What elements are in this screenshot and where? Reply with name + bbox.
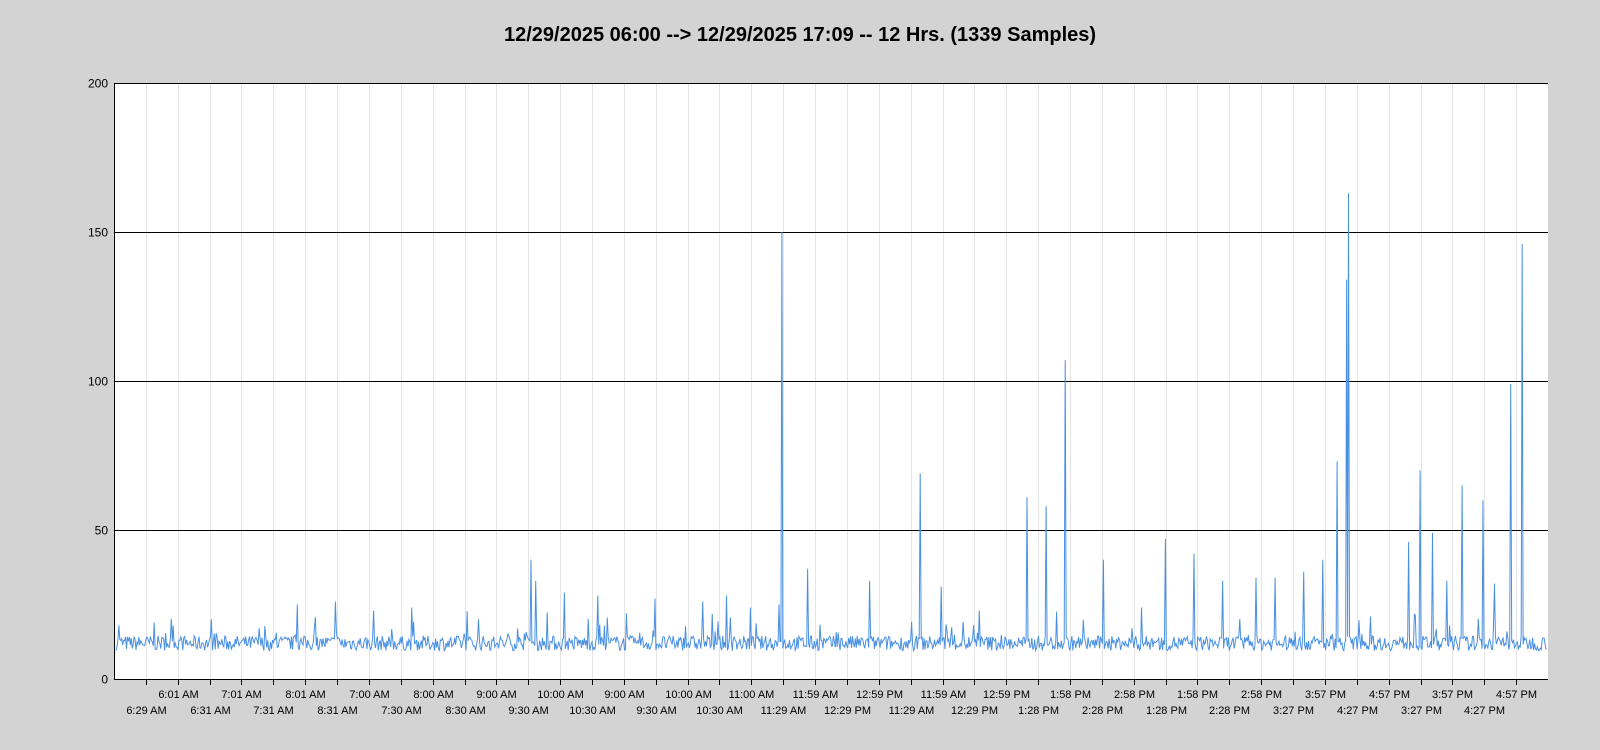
x-tick-label: 1:58 PM [1050, 689, 1091, 701]
y-tick-label: 100 [88, 375, 108, 389]
x-tick-label: 9:00 AM [604, 689, 644, 701]
x-tick-label: 11:29 AM [889, 705, 935, 717]
y-gridlines [114, 83, 1548, 531]
x-tick-label: 8:00 AM [413, 689, 453, 701]
x-tick-label: 4:27 PM [1337, 705, 1378, 717]
x-tick-label: 2:28 PM [1082, 705, 1123, 717]
x-tick-label: 9:30 AM [508, 705, 548, 717]
y-tick-label: 0 [101, 673, 108, 687]
x-tick-label: 11:00 AM [729, 689, 775, 701]
x-tick-label: 4:27 PM [1464, 705, 1505, 717]
x-tick-label: 8:30 AM [445, 705, 485, 717]
x-tick-label: 4:57 PM [1369, 689, 1410, 701]
x-tick-label: 2:28 PM [1209, 705, 1250, 717]
y-tick-label: 50 [95, 524, 109, 538]
x-tick-label: 2:58 PM [1241, 689, 1282, 701]
x-tick-label: 3:27 PM [1401, 705, 1442, 717]
x-tick-label: 6:31 AM [190, 705, 230, 717]
x-tick-label: 7:30 AM [381, 705, 421, 717]
x-tick-label: 3:27 PM [1273, 705, 1314, 717]
y-tick-labels: 0 50 100 150 200 [88, 77, 108, 687]
x-tick-label: 12:29 PM [824, 705, 871, 717]
x-tick-label: 1:28 PM [1018, 705, 1059, 717]
x-tick-label: 11:29 AM [761, 705, 807, 717]
x-tick-label: 10:30 AM [696, 705, 742, 717]
x-tick-label: 10:00 AM [537, 689, 583, 701]
x-tick-label: 10:30 AM [569, 705, 615, 717]
x-tick-label: 7:31 AM [253, 705, 293, 717]
x-tick-label: 4:57 PM [1496, 689, 1537, 701]
x-tick-labels: 6:29 AM 6:01 AM 6:31 AM 7:01 AM 7:31 AM 8:01 … [126, 679, 1537, 717]
y-tick-label: 150 [88, 226, 108, 240]
x-tick-label: 8:31 AM [317, 705, 357, 717]
x-tick-label: 11:59 AM [921, 689, 967, 701]
x-tick-label: 3:57 PM [1305, 689, 1346, 701]
x-tick-label: 12:29 PM [951, 705, 998, 717]
series-line [115, 193, 1547, 653]
x-tick-label: 12:59 PM [856, 689, 903, 701]
x-tick-label: 9:30 AM [636, 705, 676, 717]
x-tick-label: 2:58 PM [1114, 689, 1155, 701]
chart-title: 12/29/2025 06:00 --> 12/29/2025 17:09 --… [504, 24, 1096, 46]
x-tick-label: 10:00 AM [665, 689, 711, 701]
x-tick-label: 12:59 PM [983, 689, 1030, 701]
x-tick-label: 7:01 AM [221, 689, 261, 701]
x-tick-label: 1:28 PM [1146, 705, 1187, 717]
y-tick-label: 200 [88, 77, 108, 91]
x-tick-label: 6:01 AM [158, 689, 198, 701]
x-tick-label: 11:59 AM [793, 689, 839, 701]
x-tick-label: 8:01 AM [285, 689, 325, 701]
x-tick-label: 9:00 AM [476, 689, 516, 701]
x-tick-label: 7:00 AM [349, 689, 389, 701]
x-tick-label: 1:58 PM [1177, 689, 1218, 701]
x-tick-label: 3:57 PM [1432, 689, 1473, 701]
x-tick-label: 6:29 AM [126, 705, 166, 717]
